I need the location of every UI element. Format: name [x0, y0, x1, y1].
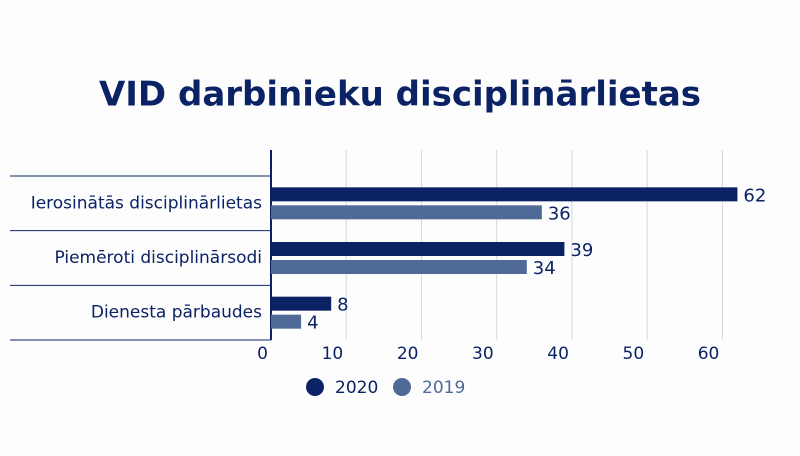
x-tick-label: 60: [698, 344, 720, 364]
legend-marker: [306, 378, 324, 396]
value-label: 34: [533, 258, 556, 279]
bar: [271, 314, 302, 329]
legend-marker: [393, 378, 411, 396]
legend-label: 2019: [422, 378, 465, 398]
chart-title: VID darbinieku disciplinārlietas: [99, 75, 701, 115]
category-label: Piemēroti disciplinārsodi: [54, 248, 262, 268]
bar: [271, 242, 565, 256]
bar: [271, 296, 332, 311]
bar: [271, 260, 527, 274]
x-tick-label: 50: [623, 344, 645, 364]
value-label: 8: [337, 295, 348, 316]
category-label: Ierosinātās disciplinārlietas: [31, 193, 262, 213]
x-tick-label: 30: [472, 344, 494, 364]
value-label: 62: [743, 185, 766, 206]
x-tick-label: 10: [322, 344, 344, 364]
x-tick-label: 20: [397, 344, 419, 364]
x-tick-label: 40: [547, 344, 569, 364]
category-label: Dienesta pārbaudes: [91, 303, 262, 323]
x-tick-label: 0: [257, 344, 268, 364]
value-label: 4: [307, 313, 318, 334]
value-label: 39: [570, 240, 593, 261]
value-label: 36: [548, 203, 571, 224]
bar: [271, 205, 542, 220]
legend-label: 2020: [335, 378, 378, 398]
bar: [271, 187, 738, 202]
